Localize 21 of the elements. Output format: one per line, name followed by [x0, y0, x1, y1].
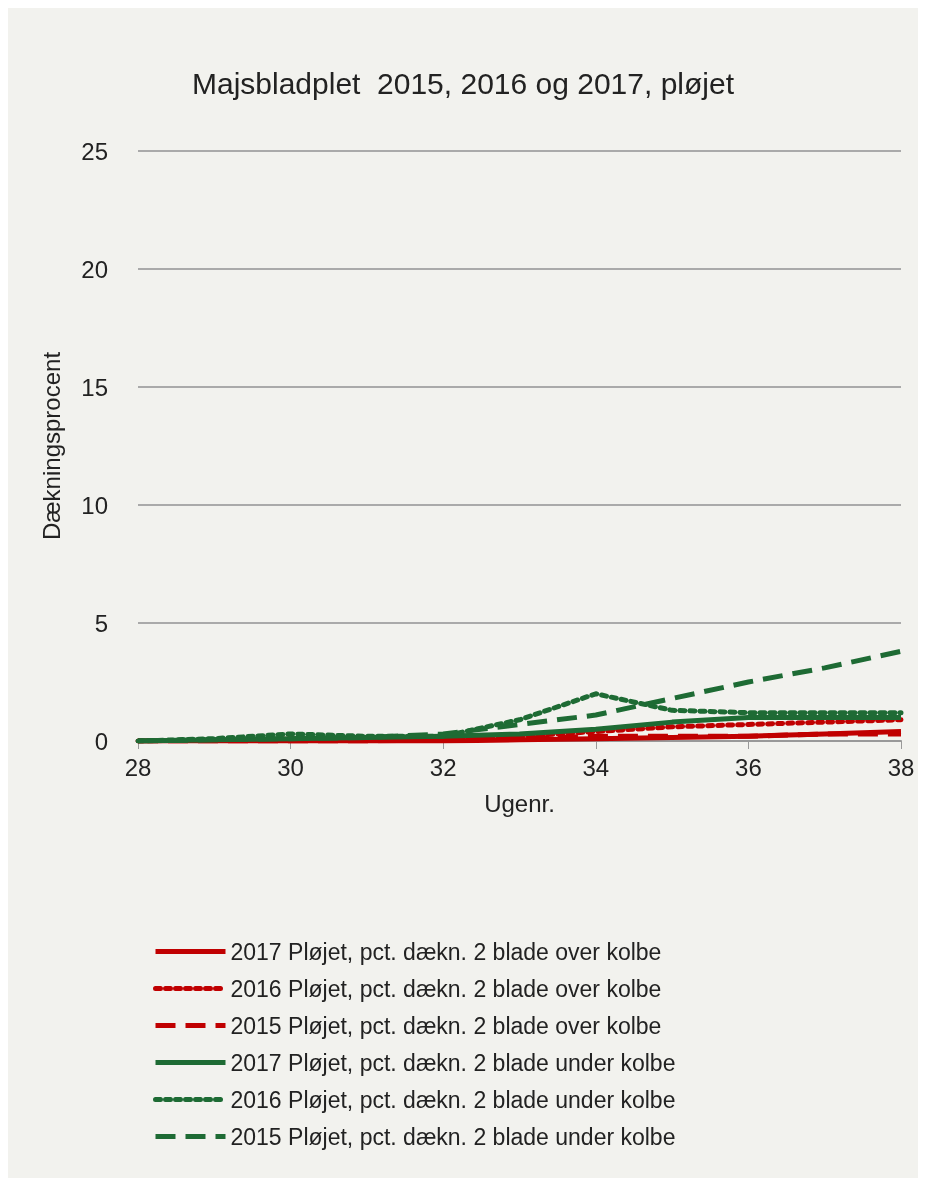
y-tick-label: 10 [81, 491, 108, 519]
y-tick-label: 20 [81, 255, 108, 283]
x-tick-label: 36 [735, 753, 762, 781]
legend-label: 2016 Pløjet, pct. dækn. 2 blade under kolbe [230, 1086, 676, 1113]
legend-label: 2017 Pløjet, pct. dækn. 2 blade over kolbe [230, 938, 662, 965]
x-axis-title: Ugenr. [484, 789, 555, 817]
x-tick-label: 28 [124, 753, 152, 781]
x-tick-label: 30 [277, 753, 304, 781]
legend-label: 2015 Pløjet, pct. dækn. 2 blade over kolbe [230, 1012, 662, 1039]
legend-label: 2015 Pløjet, pct. dækn. 2 blade under kolbe [230, 1123, 676, 1150]
legend-label: 2016 Pløjet, pct. dækn. 2 blade over kolbe [230, 975, 662, 1002]
x-tick-label: 32 [429, 753, 457, 781]
y-tick-label: 5 [94, 609, 108, 637]
legend-label: 2017 Pløjet, pct. dækn. 2 blade under kolbe [230, 1049, 676, 1076]
x-tick-label: 34 [582, 753, 610, 781]
chart-title: Majsbladplet 2015, 2016 og 2017, pløjet [191, 66, 735, 100]
y-tick-label: 25 [81, 137, 108, 165]
y-tick-label: 0 [94, 727, 108, 755]
x-tick-label: 38 [887, 753, 915, 781]
y-tick-label: 15 [81, 373, 108, 401]
y-axis-title: Dækningsprocent [37, 351, 65, 541]
